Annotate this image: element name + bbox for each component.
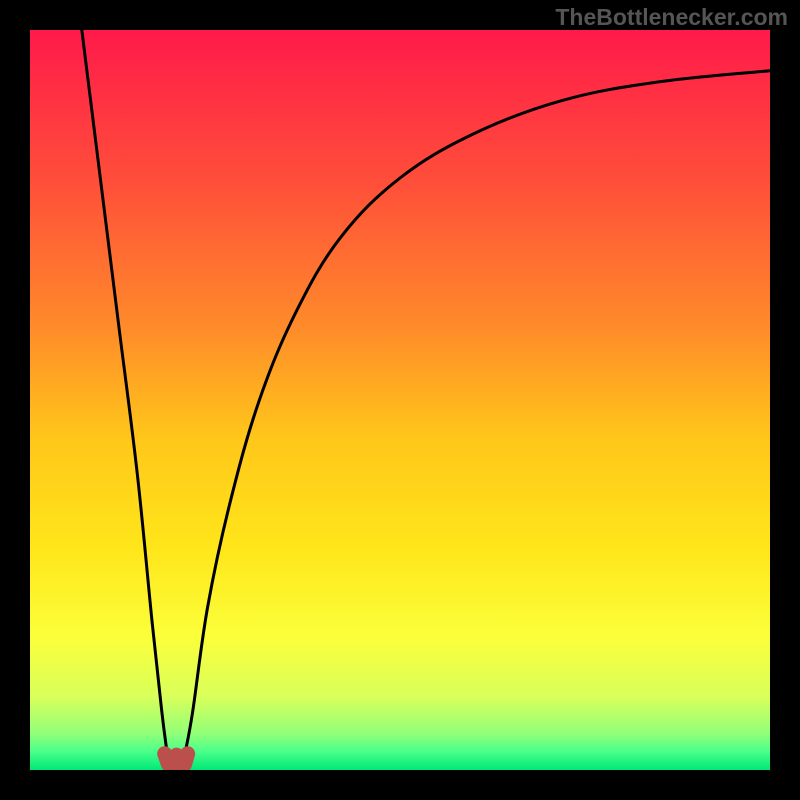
plot-background [30,30,770,770]
watermark-text: TheBottlenecker.com [555,4,788,31]
optimal-marker [165,754,188,766]
chart-frame: TheBottlenecker.com [0,0,800,800]
plot-area [30,30,770,770]
